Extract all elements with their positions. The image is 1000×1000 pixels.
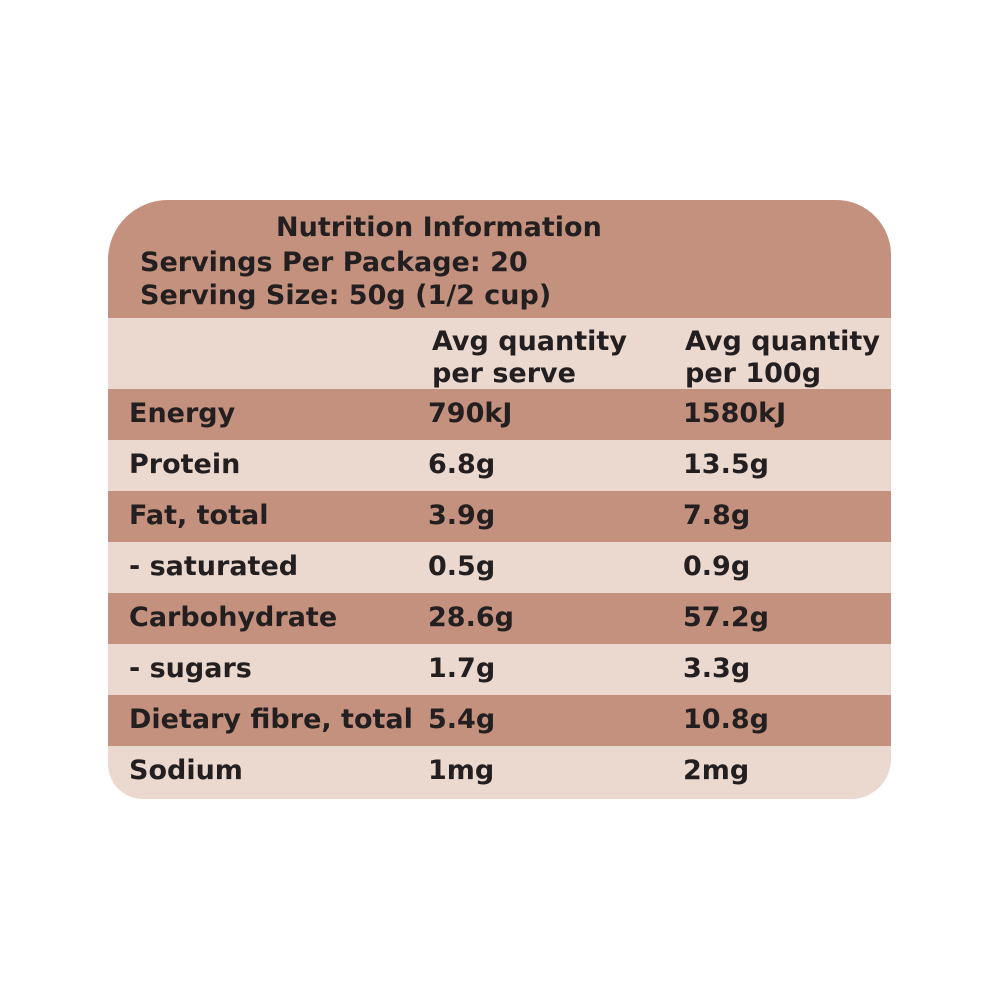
value-cell: 10.8g (683, 704, 769, 735)
nutrient-name: Dietary fibre, total (129, 704, 413, 735)
value-cell: 3.9g (428, 500, 496, 531)
table-row: Carbohydrate 28.6g 57.2g (108, 593, 891, 644)
value-cell: 57.2g (683, 602, 769, 633)
value-cell: 7.8g (683, 500, 751, 531)
value-cell: 1.7g (428, 653, 496, 684)
table-row: Protein 6.8g 13.5g (108, 440, 891, 491)
table-row: Energy 790kJ 1580kJ (108, 389, 891, 440)
value-cell: 13.5g (683, 449, 769, 480)
nutrient-name: - sugars (129, 653, 252, 684)
value-cell: 790kJ (428, 398, 513, 429)
header: Nutrition Information Servings Per Packa… (108, 200, 891, 318)
value-cell: 1580kJ (683, 398, 787, 429)
value-cell: 0.5g (428, 551, 496, 582)
nutrient-name: Carbohydrate (129, 602, 338, 633)
nutrient-name: Protein (129, 449, 241, 480)
table-row: Dietary fibre, total 5.4g 10.8g (108, 695, 891, 746)
nutrient-name: Sodium (129, 755, 243, 786)
nutrient-name: Energy (129, 398, 236, 429)
serving-size: Serving Size: 50g (1/2 cup) (140, 280, 552, 311)
value-cell: 3.3g (683, 653, 751, 684)
nutrient-name: - saturated (129, 551, 299, 582)
table-row: - sugars 1.7g 3.3g (108, 644, 891, 695)
column-header: Avg quantity per serve (432, 326, 627, 389)
value-cell: 0.9g (683, 551, 751, 582)
table-row: Fat, total 3.9g 7.8g (108, 491, 891, 542)
nutrition-panel: Nutrition Information Servings Per Packa… (108, 200, 891, 799)
value-cell: 2mg (683, 755, 750, 786)
value-cell: 6.8g (428, 449, 496, 480)
table-row: - saturated 0.5g 0.9g (108, 542, 891, 593)
title: Nutrition Information (276, 212, 602, 243)
nutrient-name: Fat, total (129, 500, 269, 531)
column-header: Avg quantity per 100g (685, 326, 880, 389)
table-row: Sodium 1mg 2mg (108, 746, 891, 797)
value-cell: 1mg (428, 755, 495, 786)
servings: Servings Per Package: 20 (140, 247, 528, 278)
value-cell: 5.4g (428, 704, 496, 735)
value-cell: 28.6g (428, 602, 514, 633)
